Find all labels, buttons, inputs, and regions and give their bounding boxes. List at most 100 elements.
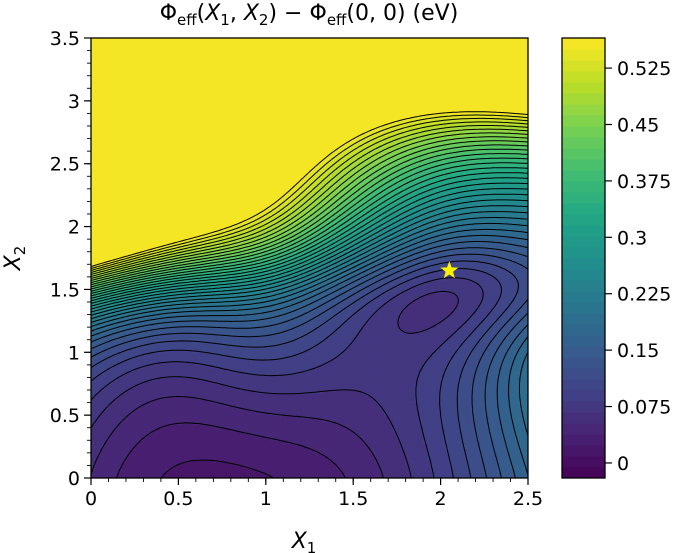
heatmap-cell	[130, 160, 136, 165]
heatmap-cell	[191, 100, 197, 105]
heatmap-cell	[121, 63, 127, 67]
heatmap-cell	[208, 462, 214, 467]
heatmap-cell	[182, 236, 188, 240]
heatmap-cell	[182, 126, 188, 130]
heatmap-cell	[230, 324, 236, 328]
heatmap-cell	[95, 226, 101, 231]
heatmap-cell	[174, 368, 179, 372]
heatmap-cell	[191, 383, 197, 388]
heatmap-cell	[213, 302, 219, 306]
heatmap-cell	[147, 226, 153, 231]
heatmap-cell	[208, 157, 214, 162]
heatmap-cell	[95, 462, 101, 467]
heatmap-cell	[104, 386, 110, 391]
heatmap-cell	[139, 182, 145, 187]
heatmap-cell	[178, 393, 184, 397]
heatmap-cell	[230, 141, 236, 146]
heatmap-cell	[182, 346, 188, 350]
heatmap-cell	[143, 254, 149, 259]
heatmap-cell	[208, 421, 214, 426]
heatmap-cell	[95, 113, 101, 118]
heatmap-cell	[125, 163, 131, 168]
heatmap-cell	[235, 110, 241, 115]
heatmap-cell	[121, 148, 127, 152]
heatmap-cell	[112, 443, 118, 448]
heatmap-cell	[95, 443, 101, 448]
heatmap-cell	[99, 424, 105, 429]
heatmap-cell	[117, 402, 123, 407]
heatmap-cell	[104, 462, 110, 467]
heatmap-cell	[239, 226, 245, 231]
heatmap-cell	[187, 91, 193, 96]
heatmap-cell	[195, 314, 201, 319]
heatmap-cell	[152, 53, 158, 58]
heatmap-cell	[174, 336, 179, 341]
heatmap-cell	[222, 179, 228, 184]
heatmap-cell	[208, 393, 214, 397]
heatmap-cell	[230, 408, 236, 413]
heatmap-cell	[178, 119, 184, 124]
heatmap-cell	[235, 69, 241, 74]
heatmap-cell	[160, 113, 166, 118]
heatmap-cell	[200, 286, 206, 291]
heatmap-cell	[235, 440, 241, 445]
heatmap-cell	[195, 320, 201, 325]
heatmap-cell	[121, 110, 127, 115]
heatmap-cell	[213, 56, 219, 61]
heatmap-cell	[174, 386, 179, 391]
heatmap-cell	[125, 232, 131, 237]
heatmap-cell	[208, 418, 214, 423]
heatmap-cell	[112, 298, 118, 303]
heatmap-cell	[178, 418, 184, 423]
heatmap-cell	[222, 232, 228, 237]
heatmap-cell	[143, 471, 149, 476]
heatmap-cell	[213, 361, 219, 366]
heatmap-cell	[213, 104, 219, 108]
heatmap-cell	[222, 430, 228, 435]
heatmap-cell	[147, 210, 153, 215]
heatmap-cell	[165, 126, 171, 130]
heatmap-cell	[117, 132, 123, 137]
heatmap-cell	[139, 229, 145, 234]
heatmap-cell	[204, 217, 210, 221]
heatmap-cell	[213, 427, 219, 432]
heatmap-cell	[117, 308, 123, 313]
heatmap-cell	[239, 317, 245, 322]
heatmap-cell	[108, 408, 114, 413]
heatmap-cell	[108, 122, 114, 127]
heatmap-cell	[95, 355, 101, 360]
heatmap-cell	[191, 412, 197, 416]
heatmap-cell	[191, 377, 197, 382]
heatmap-cell	[182, 135, 188, 140]
heatmap-cell	[239, 72, 245, 77]
heatmap-cell	[222, 242, 228, 247]
heatmap-cell	[195, 239, 201, 243]
heatmap-cell	[204, 53, 210, 58]
heatmap-cell	[226, 251, 232, 256]
heatmap-cell	[200, 364, 206, 369]
heatmap-cell	[112, 380, 118, 385]
heatmap-cell	[239, 324, 245, 328]
heatmap-cell	[134, 377, 140, 382]
heatmap-cell	[182, 424, 188, 429]
heatmap-cell	[108, 44, 114, 49]
heatmap-cell	[99, 179, 105, 184]
heatmap-cell	[226, 358, 232, 363]
heatmap-cell	[134, 94, 140, 99]
heatmap-cell	[108, 173, 114, 177]
heatmap-cell	[134, 418, 140, 423]
heatmap-cell	[174, 311, 179, 316]
heatmap-cell	[195, 129, 201, 133]
heatmap-cell	[235, 459, 241, 463]
heatmap-cell	[117, 377, 123, 382]
heatmap-cell	[165, 210, 171, 215]
heatmap-cell	[204, 107, 210, 111]
heatmap-cell	[191, 254, 197, 259]
heatmap-cell	[160, 160, 166, 165]
heatmap-cell	[174, 412, 179, 416]
heatmap-cell	[130, 305, 136, 309]
heatmap-cell	[230, 41, 236, 45]
heatmap-cell	[213, 298, 219, 303]
heatmap-cell	[121, 437, 127, 441]
heatmap-cell	[160, 330, 166, 335]
